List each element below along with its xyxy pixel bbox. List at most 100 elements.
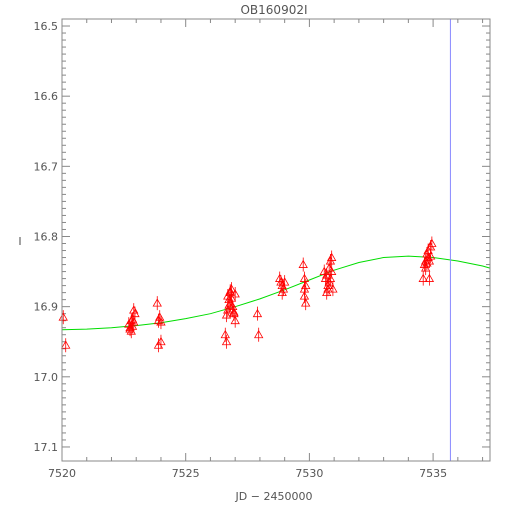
data-point <box>425 249 436 264</box>
chart-title: OB160902I <box>240 3 307 17</box>
y-tick-label: 17.1 <box>34 441 59 454</box>
data-point <box>156 315 166 330</box>
data-point <box>275 271 285 286</box>
model-curve-group <box>61 255 491 331</box>
data-point <box>325 271 336 286</box>
point-marker <box>325 273 336 282</box>
point-marker <box>156 336 166 346</box>
point-marker <box>299 291 310 300</box>
data-point <box>279 275 290 290</box>
data-point <box>252 306 263 321</box>
point-marker <box>125 324 135 333</box>
data-point <box>221 334 232 349</box>
data-point <box>423 243 433 258</box>
point-marker <box>326 252 337 261</box>
data-point <box>129 315 139 330</box>
point-marker <box>230 315 240 325</box>
data-point <box>300 278 311 293</box>
data-point <box>420 261 431 276</box>
x-tick-label: 7535 <box>419 467 447 480</box>
point-marker <box>323 284 333 293</box>
point-marker <box>156 317 166 326</box>
data-point <box>58 310 68 325</box>
data-point <box>130 306 140 321</box>
point-marker <box>129 317 139 326</box>
data-point <box>300 296 311 311</box>
point-marker <box>420 263 431 272</box>
y-tick-label: 17.0 <box>34 371 59 384</box>
point-marker <box>279 277 290 286</box>
point-marker <box>153 340 164 349</box>
y-tick-label: 16.6 <box>34 90 59 103</box>
data-point <box>221 308 232 323</box>
point-marker <box>299 284 310 293</box>
plot-frame <box>61 18 491 462</box>
data-point <box>224 298 234 313</box>
data-point <box>422 256 432 271</box>
data-point <box>278 282 289 297</box>
data-point <box>298 257 308 272</box>
point-marker <box>422 258 432 267</box>
point-marker <box>275 273 285 282</box>
data-point <box>152 296 162 311</box>
point-marker <box>277 287 287 297</box>
point-marker <box>221 336 232 346</box>
point-marker <box>129 305 139 314</box>
data-point <box>125 322 135 337</box>
data-point <box>226 291 237 306</box>
y-tick-label: 16.9 <box>34 301 59 314</box>
x-axis-ticks: 7520 7525 7530 7535 <box>48 19 484 480</box>
data-point <box>61 338 71 353</box>
data-point <box>418 271 428 286</box>
data-point <box>129 303 139 318</box>
point-marker <box>220 329 230 339</box>
y-tick-label: 16.8 <box>34 230 59 243</box>
model-curve <box>61 255 491 331</box>
data-point <box>299 282 310 297</box>
point-marker <box>278 284 289 293</box>
data-point <box>230 287 240 302</box>
point-marker <box>130 308 140 318</box>
point-marker <box>326 266 337 275</box>
data-point <box>326 250 337 265</box>
data-point <box>323 282 333 297</box>
point-marker <box>424 273 435 282</box>
data-point <box>225 284 235 299</box>
point-marker <box>152 298 162 307</box>
data-point <box>424 271 435 286</box>
data-point <box>230 313 240 328</box>
point-marker <box>253 329 264 339</box>
point-marker <box>223 291 233 300</box>
point-marker <box>427 238 437 247</box>
point-marker <box>328 284 338 293</box>
point-marker <box>423 245 433 254</box>
point-marker <box>224 300 234 309</box>
point-marker <box>425 251 436 260</box>
data-point <box>156 334 166 349</box>
point-marker <box>252 308 263 318</box>
point-marker <box>300 280 311 290</box>
data-point <box>229 305 239 320</box>
point-marker <box>58 312 68 321</box>
y-axis-ticks: 16.5 16.6 16.7 16.8 16.9 17.0 17.1 <box>34 20 490 454</box>
data-point <box>253 327 264 342</box>
x-tick-label: 7530 <box>295 467 323 480</box>
point-marker <box>61 340 71 349</box>
point-marker <box>226 293 237 302</box>
point-marker <box>229 307 239 316</box>
data-point <box>153 338 164 353</box>
y-tick-label: 16.7 <box>34 160 59 173</box>
point-marker <box>418 273 428 282</box>
x-axis-label: JD − 2450000 <box>235 490 313 503</box>
point-marker <box>221 310 232 319</box>
data-point <box>324 261 334 276</box>
point-marker <box>299 273 310 282</box>
data-points-group <box>58 236 437 353</box>
y-axis-label: I <box>18 235 21 248</box>
point-marker <box>324 263 334 272</box>
x-tick-label: 7525 <box>172 467 200 480</box>
point-marker <box>230 289 240 298</box>
y-tick-label: 16.5 <box>34 20 59 33</box>
